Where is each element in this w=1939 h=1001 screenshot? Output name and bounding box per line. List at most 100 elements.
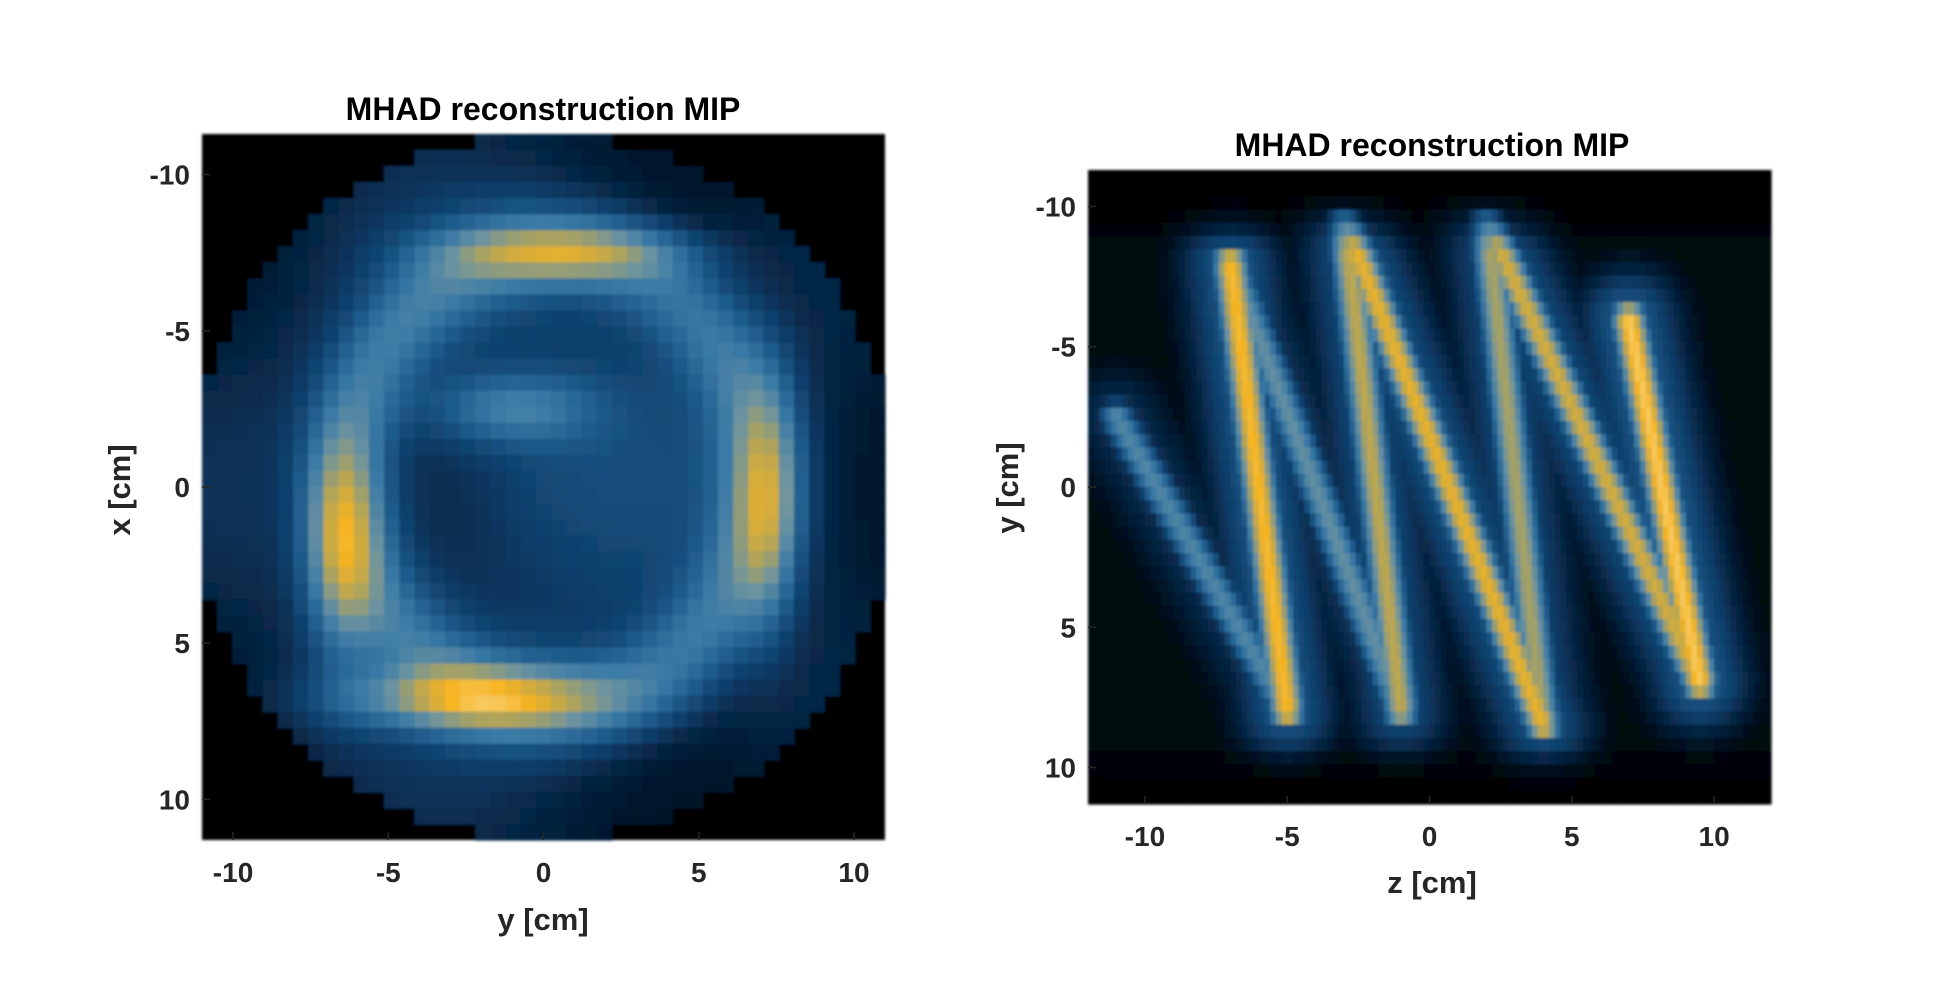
left-heatmap-cell xyxy=(293,262,309,280)
right-heatmap-cell xyxy=(1623,447,1630,462)
right-heatmap-cell xyxy=(1452,328,1459,343)
right-heatmap-cell xyxy=(1224,434,1231,448)
right-heatmap-cell xyxy=(1742,249,1749,264)
right-heatmap-cell xyxy=(1196,447,1203,462)
left-heatmap-cell xyxy=(505,230,522,247)
right-heatmap-cell xyxy=(1497,288,1505,303)
left-heatmap-cell xyxy=(384,406,400,424)
right-heatmap-cell xyxy=(1179,381,1186,396)
right-heatmap-cell xyxy=(1429,368,1436,382)
right-heatmap-cell xyxy=(1264,394,1271,409)
right-heatmap-cell xyxy=(1150,315,1157,330)
left-heatmap-cell xyxy=(308,438,325,456)
left-heatmap-cell xyxy=(384,358,400,376)
right-heatmap-cell xyxy=(1588,487,1596,501)
right-heatmap-cell xyxy=(1122,236,1129,250)
right-heatmap-cell xyxy=(1304,302,1311,316)
left-heatmap-cell xyxy=(399,727,416,745)
right-heatmap-cell xyxy=(1344,262,1351,277)
right-heatmap-cell xyxy=(1133,434,1140,448)
left-heatmap-cell xyxy=(475,599,491,616)
left-heatmap-cell xyxy=(429,326,446,344)
right-heatmap-cell xyxy=(1588,526,1596,541)
right-heatmap-cell xyxy=(1509,460,1516,475)
left-heatmap-cell xyxy=(520,743,537,761)
right-heatmap-cell xyxy=(1429,513,1436,528)
right-heatmap-cell xyxy=(1213,209,1220,224)
right-heatmap-cell xyxy=(1600,407,1607,422)
right-heatmap-cell xyxy=(1116,368,1123,382)
right-heatmap-cell xyxy=(1264,236,1271,250)
left-heatmap-cell xyxy=(505,214,522,231)
right-heatmap-cell xyxy=(1719,381,1727,396)
right-heatmap-cell xyxy=(1401,183,1408,198)
right-heatmap-cell xyxy=(1127,526,1135,541)
right-heatmap-cell xyxy=(1161,394,1169,409)
left-heatmap-cell xyxy=(475,807,491,825)
right-heatmap-cell xyxy=(1463,381,1470,396)
left-heatmap-cell xyxy=(854,567,871,584)
right-heatmap-cell xyxy=(1378,513,1385,528)
right-heatmap-cell xyxy=(1537,302,1544,316)
left-heatmap-cell xyxy=(642,663,658,681)
left-heatmap-cell xyxy=(596,823,613,841)
right-heatmap-cell xyxy=(1463,288,1470,303)
right-heatmap-cell xyxy=(1401,447,1408,462)
left-heatmap-cell xyxy=(657,214,674,231)
left-heatmap-cell xyxy=(444,406,461,424)
right-heatmap-cell xyxy=(1366,354,1374,369)
right-heatmap-cell xyxy=(1634,487,1641,501)
right-heatmap-cell xyxy=(1349,262,1357,277)
right-heatmap-cell xyxy=(1378,460,1385,475)
right-heatmap-cell xyxy=(1452,315,1459,330)
right-heatmap-cell xyxy=(1497,196,1505,211)
right-heatmap-cell xyxy=(1338,381,1345,396)
right-heatmap-cell xyxy=(1275,487,1283,501)
left-heatmap-cell xyxy=(809,438,825,456)
right-heatmap-cell xyxy=(1139,368,1146,382)
right-heatmap-cell xyxy=(1110,183,1118,198)
right-heatmap-cell xyxy=(1753,381,1761,396)
right-heatmap-cell xyxy=(1486,381,1493,396)
right-heatmap-cell xyxy=(1105,487,1112,501)
right-heatmap-cell xyxy=(1105,368,1112,382)
left-heatmap-cell xyxy=(338,358,355,376)
right-heatmap-cell xyxy=(1253,381,1260,396)
right-heatmap-cell xyxy=(1457,407,1465,422)
right-heatmap-cell xyxy=(1412,394,1419,409)
right-heatmap-cell xyxy=(1685,288,1692,303)
left-heatmap-cell xyxy=(338,454,355,472)
left-heatmap-cell xyxy=(763,310,780,328)
right-heatmap-cell xyxy=(1406,209,1414,224)
right-heatmap-cell xyxy=(1520,381,1527,396)
right-heatmap-cell xyxy=(1309,460,1317,475)
right-heatmap-cell xyxy=(1514,394,1522,409)
right-heatmap-cell xyxy=(1742,447,1749,462)
right-heatmap-cell xyxy=(1150,249,1157,264)
right-heatmap-cell xyxy=(1628,394,1635,409)
right-heatmap-cell xyxy=(1383,170,1391,184)
right-heatmap-cell xyxy=(1179,434,1186,448)
left-heatmap-cell xyxy=(232,583,249,600)
right-heatmap-cell xyxy=(1116,434,1123,448)
left-heatmap-cell xyxy=(687,567,704,584)
right-heatmap-cell xyxy=(1253,473,1260,488)
right-heatmap-cell xyxy=(1566,288,1573,303)
right-heatmap-cell xyxy=(1668,447,1675,462)
right-heatmap-cell xyxy=(1588,447,1596,462)
left-heatmap-cell xyxy=(566,246,583,263)
right-heatmap-cell xyxy=(1753,500,1761,515)
left-heatmap-cell xyxy=(429,791,446,809)
right-heatmap-cell xyxy=(1395,447,1402,462)
right-heatmap-cell xyxy=(1623,341,1630,356)
right-heatmap-cell xyxy=(1719,170,1727,184)
right-heatmap-cell xyxy=(1492,196,1499,211)
left-heatmap-cell xyxy=(520,134,537,151)
right-heatmap-cell xyxy=(1514,302,1522,316)
right-heatmap-cell xyxy=(1161,513,1169,528)
left-heatmap-cell xyxy=(399,647,416,665)
left-heatmap-cell xyxy=(460,438,476,456)
right-heatmap-cell xyxy=(1657,473,1664,488)
right-heatmap-cell xyxy=(1355,368,1362,382)
left-heatmap-cell xyxy=(232,406,249,424)
